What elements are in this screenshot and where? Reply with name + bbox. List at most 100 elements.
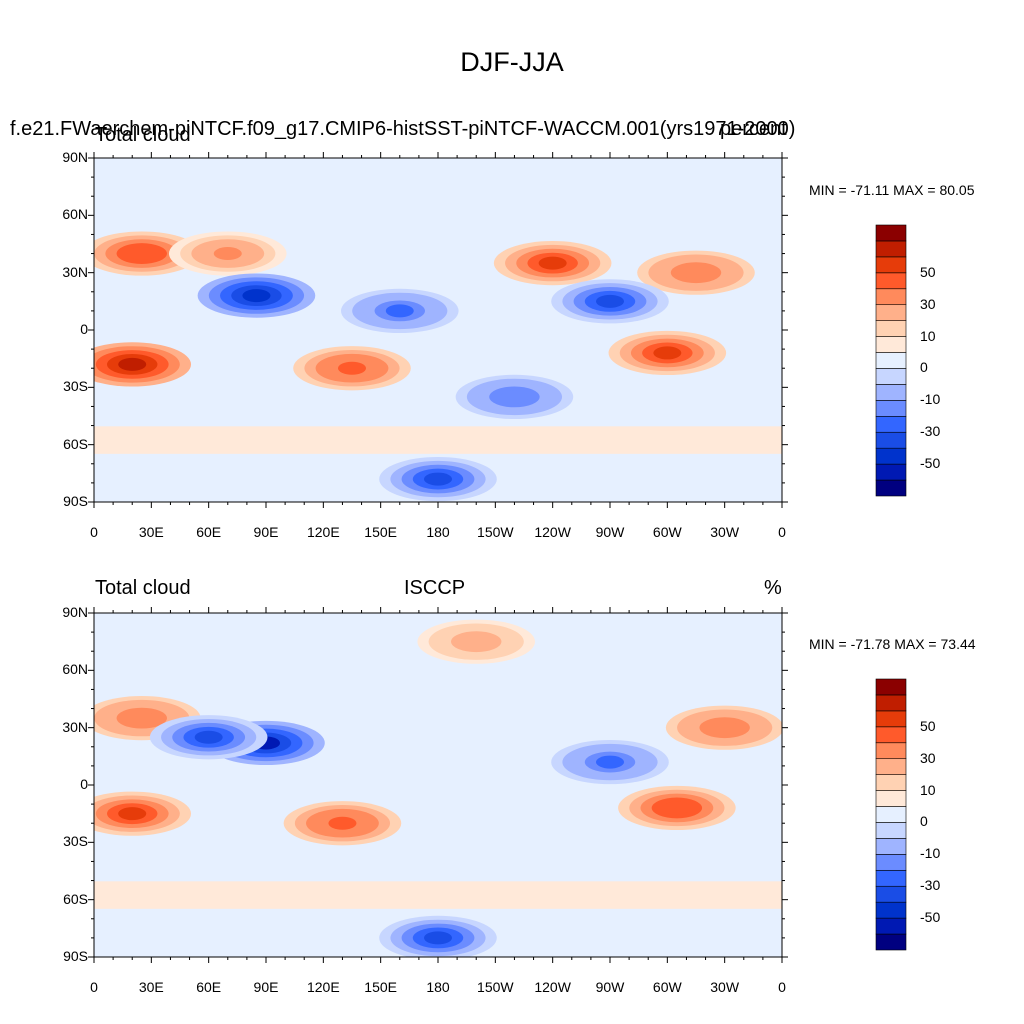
colorbar-swatch xyxy=(875,304,907,321)
lon-tick-label: 90E xyxy=(253,979,279,995)
panel1-min-max: MIN = -71.11 MAX = 80.05 xyxy=(809,182,975,198)
colorbar-swatch xyxy=(875,678,907,696)
lon-tick-label: 180 xyxy=(426,979,450,995)
lon-tick-label: 60W xyxy=(652,524,682,540)
colorbar-swatch xyxy=(875,917,907,935)
colorbar-label: -30 xyxy=(920,423,941,440)
colorbar-swatch xyxy=(875,224,907,242)
lon-tick-label: 0 xyxy=(778,979,786,995)
panel1-units: percent xyxy=(720,118,787,140)
anomaly-blob-10 xyxy=(385,304,414,318)
lon-tick-label: 30W xyxy=(710,524,740,540)
anomaly-blob-3 xyxy=(242,289,271,303)
lon-tick-label: 120W xyxy=(534,524,571,540)
colorbar-1 xyxy=(875,224,907,497)
colorbar-swatch xyxy=(875,774,907,791)
panel1-case-title: f.e21.FWaerchem-piNTCF.f09_g17.CMIP6-his… xyxy=(10,118,796,140)
colorbar-label: 50 xyxy=(920,717,936,734)
lat-tick-label: 90S xyxy=(63,948,88,964)
anomaly-blob-5 xyxy=(338,361,366,375)
colorbar-label: 10 xyxy=(920,781,936,798)
colorbar-label: 10 xyxy=(920,327,936,344)
lat-tick-label: 0 xyxy=(80,321,88,337)
lon-tick-label: 120W xyxy=(534,979,571,995)
panel2-units: % xyxy=(764,577,782,599)
colorbar-label: 50 xyxy=(920,263,936,280)
colorbar-swatch xyxy=(875,854,907,871)
anomaly-blob-9 xyxy=(596,294,624,308)
panel1-left-title: Total cloud xyxy=(95,124,191,146)
lon-tick-label: 90W xyxy=(595,979,625,995)
colorbar-swatch xyxy=(875,479,907,497)
lon-tick-label: 150E xyxy=(364,979,397,995)
colorbar-swatch xyxy=(875,694,907,712)
colorbar-swatch xyxy=(875,901,907,919)
colorbar-label: -10 xyxy=(920,845,941,862)
colorbar-swatch xyxy=(875,272,907,290)
anomaly-blob-4 xyxy=(118,807,147,821)
colorbar-swatch xyxy=(875,384,907,401)
colorbar-label: 0 xyxy=(920,359,928,376)
lat-tick-label: 90N xyxy=(62,604,88,620)
colorbar-swatch xyxy=(875,400,907,417)
colorbar-2 xyxy=(875,678,907,951)
colorbar-swatch xyxy=(875,869,907,887)
anomaly-blob-5 xyxy=(328,816,357,830)
colorbar-label: 30 xyxy=(920,749,936,766)
anomaly-blob-6 xyxy=(662,801,691,815)
lon-tick-label: 120E xyxy=(306,979,340,995)
anomaly-blob-11 xyxy=(500,390,529,404)
colorbar-swatch xyxy=(875,838,907,855)
colorbar-swatch xyxy=(875,431,907,449)
panel2-min-max: MIN = -71.78 MAX = 73.44 xyxy=(809,636,976,652)
anomaly-blob-8 xyxy=(653,346,682,360)
figure-title: DJF-JJA xyxy=(460,47,564,77)
colorbar-swatch xyxy=(875,368,907,385)
anomaly-blob-3 xyxy=(194,730,223,744)
lat-tick-label: 0 xyxy=(80,776,88,792)
colorbar-label: -50 xyxy=(920,455,941,472)
anomaly-blob-10 xyxy=(424,931,452,945)
lon-tick-label: 60E xyxy=(196,979,222,995)
colorbar-swatch xyxy=(875,822,907,839)
anomaly-blob-6 xyxy=(538,256,567,270)
colorbar-swatch xyxy=(875,463,907,481)
lat-tick-label: 60N xyxy=(62,206,88,223)
lon-tick-label: 30E xyxy=(138,979,164,995)
colorbar-swatch xyxy=(875,726,907,744)
lon-tick-label: 150W xyxy=(477,524,514,540)
lat-tick-label: 90N xyxy=(62,149,88,165)
colorbar-swatch xyxy=(875,710,907,728)
colorbar-label: -50 xyxy=(920,909,941,926)
colorbar-swatch xyxy=(875,933,907,951)
colorbar-label: -30 xyxy=(920,877,941,894)
colorbar-swatch xyxy=(875,352,907,369)
lat-tick-label: 30N xyxy=(62,718,88,735)
panel2-left-title: Total cloud xyxy=(95,577,191,599)
panel2-center-title: ISCCP xyxy=(404,577,466,599)
lon-tick-label: 0 xyxy=(778,524,786,540)
lat-tick-label: 60S xyxy=(63,435,88,452)
colorbar-label: -10 xyxy=(920,391,941,408)
map-panel-2 xyxy=(88,607,788,963)
lon-tick-label: 90E xyxy=(253,524,279,540)
lon-tick-label: 0 xyxy=(90,524,98,540)
anomaly-blob-12 xyxy=(424,472,452,486)
anomaly-blob-8 xyxy=(462,635,491,649)
colorbar-swatch xyxy=(875,447,907,465)
colorbar-label: 0 xyxy=(920,813,928,830)
lat-tick-label: 30N xyxy=(62,263,88,280)
anomaly-blob-1 xyxy=(127,247,156,261)
lat-tick-label: 60N xyxy=(62,661,88,678)
lat-tick-label: 30S xyxy=(63,833,88,850)
colorbar-swatch xyxy=(875,288,907,306)
colorbar-swatch xyxy=(875,336,907,353)
lon-tick-label: 120E xyxy=(306,524,340,540)
anomaly-blob-7 xyxy=(682,266,710,280)
map-panel-1 xyxy=(88,152,788,508)
colorbar-label: 30 xyxy=(920,295,936,312)
colorbar-swatch xyxy=(875,240,907,258)
colorbar-swatch xyxy=(875,320,907,337)
anomaly-blob-9 xyxy=(596,755,624,769)
